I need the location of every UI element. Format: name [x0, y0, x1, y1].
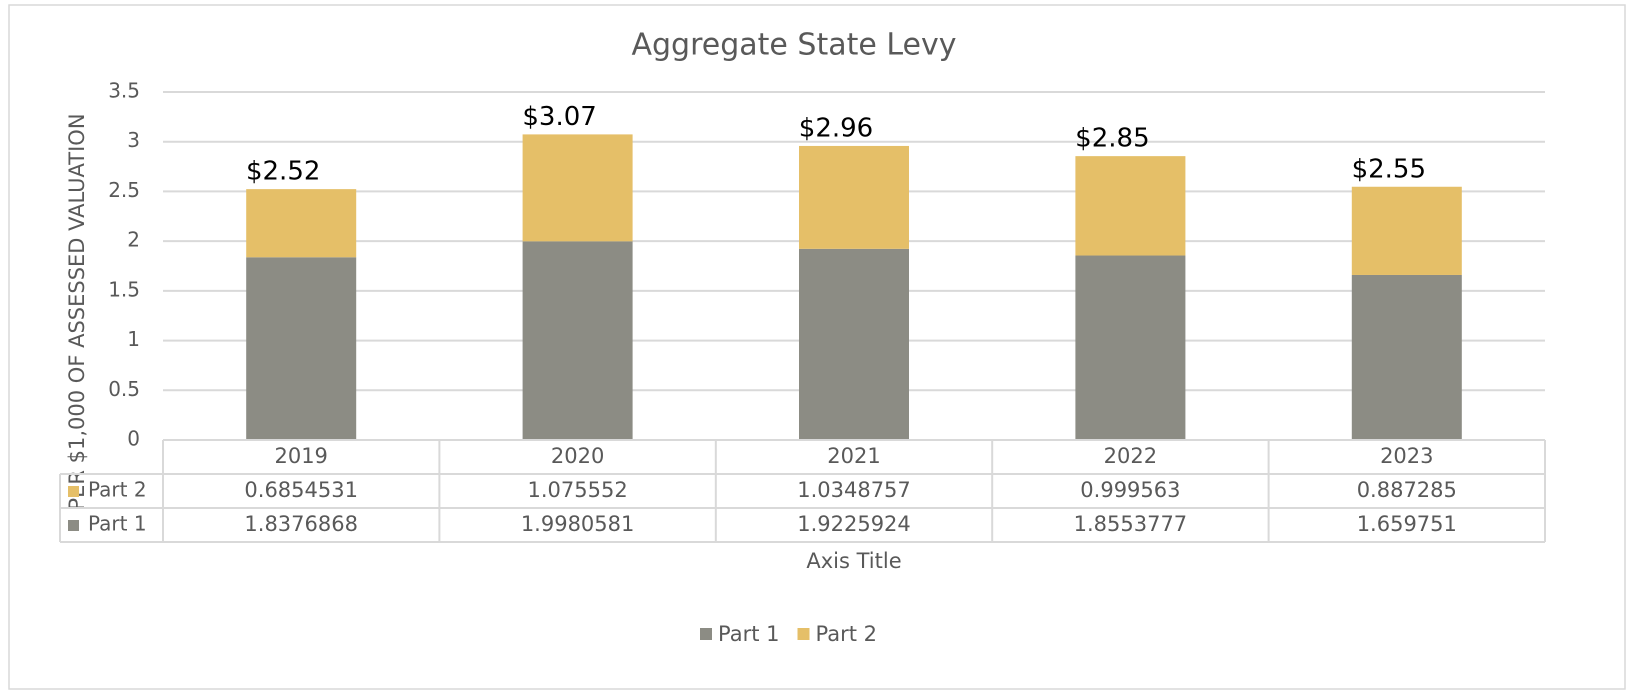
x-tick-label: 2023	[1380, 444, 1433, 468]
bar-segment	[1075, 255, 1186, 440]
y-tick-label: 1	[127, 327, 140, 351]
bar-segment	[799, 248, 909, 440]
bar-segment	[246, 257, 357, 440]
total-label: $2.52	[246, 157, 320, 187]
y-tick-label: 0.5	[108, 377, 140, 401]
table-cell: 1.9980581	[521, 512, 635, 536]
total-label: $2.96	[799, 113, 873, 143]
table-legend-key	[68, 486, 79, 497]
legend-key	[700, 628, 712, 640]
total-label: $2.85	[1075, 124, 1149, 154]
table-row-label: Part 1	[88, 512, 147, 536]
y-tick-label: 0	[127, 427, 140, 451]
total-label: $2.55	[1352, 154, 1426, 184]
y-tick-label: 3.5	[108, 79, 140, 103]
bar-segment	[799, 145, 909, 249]
total-label: $3.07	[522, 102, 596, 132]
table-cell: 1.8553777	[1074, 512, 1188, 536]
table-cell: 1.9225924	[797, 512, 911, 536]
y-tick-label: 2	[127, 228, 140, 252]
bar-segment	[522, 241, 633, 440]
x-tick-label: 2019	[274, 444, 327, 468]
x-axis-title: Axis Title	[806, 549, 901, 573]
table-cell: 1.0348757	[797, 478, 911, 502]
table-cell: 0.887285	[1357, 478, 1457, 502]
table-cell: 1.659751	[1357, 512, 1457, 536]
legend-label: Part 2	[816, 622, 878, 646]
legend-key	[797, 628, 810, 640]
x-tick-label: 2021	[827, 444, 880, 468]
x-tick-label: 2022	[1104, 444, 1157, 468]
bar-segment	[522, 134, 633, 242]
bar-segment	[1351, 186, 1462, 275]
table-cell: 1.075552	[527, 478, 627, 502]
table-cell: 0.6854531	[244, 478, 358, 502]
y-tick-label: 1.5	[108, 277, 140, 301]
y-tick-label: 3	[127, 128, 140, 152]
table-cell: 0.999563	[1080, 478, 1180, 502]
y-tick-label: 2.5	[108, 178, 140, 202]
x-tick-label: 2020	[551, 444, 604, 468]
bar-segment	[1075, 156, 1186, 256]
table-row-label: Part 2	[88, 478, 147, 502]
chart-title: Aggregate State Levy	[631, 28, 956, 63]
table-legend-key	[68, 520, 79, 531]
bar-segment	[1351, 274, 1462, 440]
table-cell: 1.8376868	[244, 512, 358, 536]
bar-segment	[246, 189, 357, 258]
legend-label: Part 1	[718, 622, 780, 646]
y-axis-title: PER $1,000 OF ASSESSED VALUATION	[65, 113, 89, 510]
